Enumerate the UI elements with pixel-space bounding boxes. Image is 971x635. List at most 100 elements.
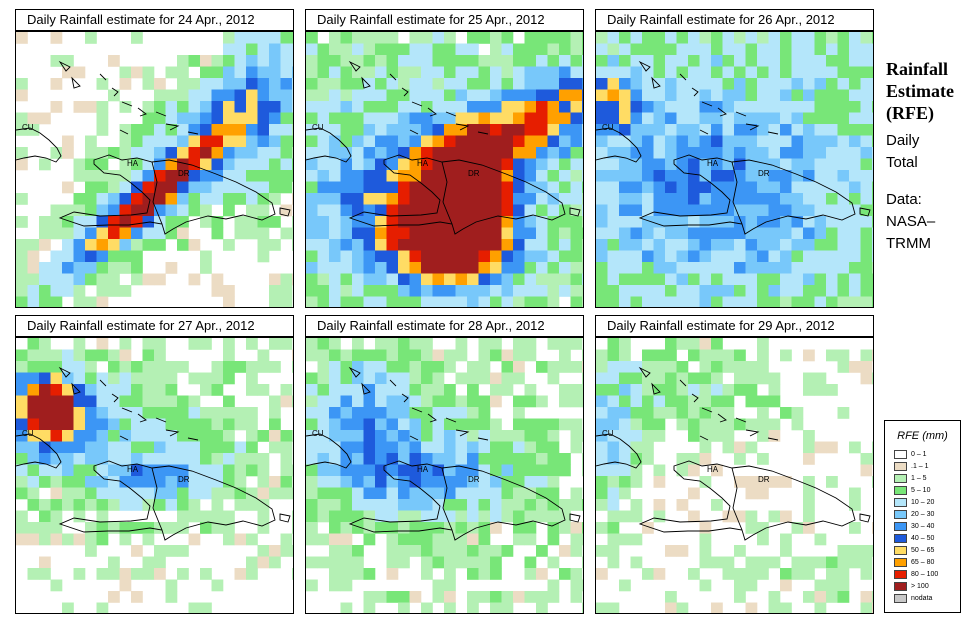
rainfall-cell [849, 204, 861, 217]
rainfall-cell [375, 487, 387, 500]
rainfall-cell [768, 285, 781, 297]
rainfall-cell [803, 193, 815, 205]
rainfall-cell [421, 32, 433, 44]
rainfall-cell [340, 89, 353, 102]
rainfall-cell [85, 147, 97, 159]
rainfall-cell [513, 395, 525, 408]
rainfall-cell [62, 285, 74, 297]
rainfall-cell [814, 170, 827, 182]
rainfall-cell [119, 124, 132, 136]
island-outline [409, 129, 419, 135]
rainfall-cell [409, 193, 422, 205]
rainfall-cell [73, 361, 86, 373]
rainfall-cell [50, 55, 63, 67]
rainfall-cell [188, 55, 201, 67]
rainfall-cell [872, 602, 873, 613]
rainfall-cell [27, 487, 40, 500]
rainfall-cell [607, 522, 620, 534]
rainfall-cell [131, 158, 143, 171]
rainfall-cell [478, 101, 491, 113]
rainfall-cell [559, 545, 571, 557]
rainfall-cell [329, 349, 341, 362]
rainfall-cell [306, 250, 318, 263]
rainfall-cell [734, 147, 746, 159]
rainfall-cell [478, 204, 491, 217]
rainfall-cell [409, 395, 422, 408]
rainfall-map: CU HA DR [305, 31, 584, 308]
rainfall-cell [722, 441, 735, 454]
rainfall-cell [200, 464, 212, 477]
rainfall-cell [676, 384, 689, 396]
rainfall-cell [375, 89, 387, 102]
rainfall-cell [570, 262, 583, 274]
rainfall-cell [607, 372, 620, 385]
rainfall-cell [50, 395, 63, 408]
rainfall-cell [188, 430, 201, 442]
rainfall-cell [803, 43, 815, 56]
rainfall-cell [317, 43, 330, 56]
rainfall-cell [119, 101, 132, 113]
rainfall-cell [108, 262, 120, 274]
rainfall-cell [734, 101, 746, 113]
rainfall-cell [478, 418, 491, 431]
rainfall-cell [16, 395, 28, 408]
rainfall-cell [478, 250, 491, 263]
rainfall-cell [432, 32, 445, 44]
rainfall-cell [559, 361, 571, 373]
rainfall-cell [547, 533, 560, 546]
rainfall-cell [803, 227, 815, 240]
rainfall-cell [142, 124, 155, 136]
rainfall-cell [85, 296, 97, 307]
rainfall-cell [375, 216, 387, 228]
rainfall-cell [85, 227, 97, 240]
rainfall-cell [269, 338, 281, 350]
rainfall-cell [607, 66, 620, 79]
rainfall-cell [39, 296, 51, 307]
rainfall-cell [490, 32, 502, 44]
rainfall-cell [177, 216, 189, 228]
rainfall-cell [398, 441, 410, 454]
rainfall-cell [780, 66, 792, 79]
rainfall-cell [536, 262, 548, 274]
rainfall-cell [131, 545, 143, 557]
rainfall-cell [860, 193, 873, 205]
rainfall-cell [524, 556, 537, 569]
rainfall-cell [200, 250, 212, 263]
rainfall-cell [16, 285, 28, 297]
rainfall-cell [803, 453, 815, 465]
rainfall-cell [165, 464, 178, 477]
rainfall-cell [582, 556, 583, 569]
rainfall-cell [630, 250, 643, 263]
rainfall-cell [421, 227, 433, 240]
rainfall-cell [596, 418, 608, 431]
rainfall-cell [177, 78, 189, 90]
island-outline [155, 111, 167, 117]
rainfall-cell [386, 124, 399, 136]
rainfall-cell [257, 43, 270, 56]
rainfall-cell [85, 204, 97, 217]
rainfall-cell [27, 273, 40, 286]
rainfall-cell [547, 250, 560, 263]
rainfall-cell [536, 464, 548, 477]
rainfall-cell [317, 158, 330, 171]
rainfall-cell [501, 193, 514, 205]
rainfall-cell [257, 545, 270, 557]
rainfall-cell [131, 262, 143, 274]
rainfall-cell [363, 89, 376, 102]
rainfall-cell [780, 349, 792, 362]
rainfall-cell [607, 32, 620, 44]
rainfall-cell [837, 101, 850, 113]
rainfall-cell [665, 338, 677, 350]
rainfall-cell [559, 216, 571, 228]
rainfall-cell [363, 193, 376, 205]
rainfall-cell [768, 124, 781, 136]
rainfall-cell [280, 464, 293, 477]
rainfall-cell [711, 43, 723, 56]
rainfall-cell [421, 78, 433, 90]
rainfall-cell [39, 216, 51, 228]
rainfall-cell [467, 510, 479, 523]
rainfall-cell [50, 487, 63, 500]
rainfall-cell [490, 522, 502, 534]
rainfall-cell [223, 361, 235, 373]
rainfall-cell [131, 170, 143, 182]
